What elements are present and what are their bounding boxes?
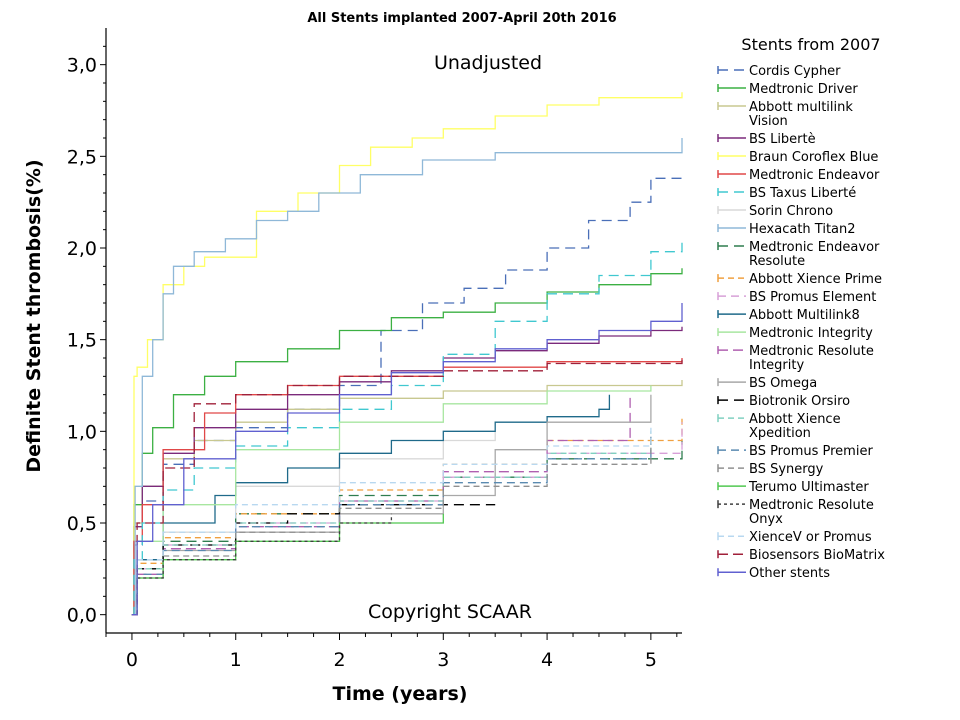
y-tick-label: 2,5 [67,146,97,168]
series-line-21 [131,513,393,616]
legend-label-17: Abbott Xience Xpedition [749,412,841,441]
annotation-unadjusted: Unadjusted [434,52,542,74]
legend-label-21: Medtronic Resolute Onyx [749,498,874,527]
legend-label-7: Sorin Chrono [749,204,833,219]
legend-label-3: BS Libertè [749,132,816,147]
legend-label-16: Biotronik Orsiro [749,394,850,409]
series-line-20 [131,513,444,616]
x-tick-label: 3 [437,649,449,671]
y-tick-label: 1,5 [67,330,97,352]
series-line-9 [131,440,683,616]
axes: 0,0 0,5 1,0 1,5 2,0 2,5 3,0 0 1 2 3 4 5 [67,28,682,671]
legend-label-4: Braun Coroflex Blue [749,150,878,165]
legend-label-19: BS Synergy [749,462,824,477]
series-line-6 [131,238,683,616]
legend-title: Stents from 2007 [741,35,880,54]
y-tick-label: 0,0 [67,605,97,627]
legend-label-20: Terumo Ultimaster [748,480,869,495]
legend-label-23: Biosensors BioMatrix [749,548,885,563]
legend-label-14: Medtronic Resolute Integrity [749,344,874,373]
y-tick-label: 2,0 [67,238,97,260]
series-line-13 [131,385,652,616]
series-line-19 [131,435,652,616]
series-line-1 [131,268,683,616]
x-tick-label: 5 [645,649,657,671]
annotation-copyright: Copyright SCAAR [368,601,532,623]
series-line-22 [131,427,652,616]
chart-title: All Stents implanted 2007-April 20th 201… [307,11,616,26]
legend-label-22: XienceV or Promus [749,530,872,545]
series-line-5 [131,358,683,616]
legend-label-13: Medtronic Integrity [749,326,873,341]
legend-label-9: Medtronic Endeavor Resolute [749,240,880,269]
legend-label-1: Medtronic Driver [749,82,858,97]
x-tick-label: 4 [541,649,553,671]
series-line-23 [131,358,683,616]
legend-label-12: Abbott Multilink8 [749,308,860,323]
series-line-18 [131,435,652,616]
series-line-0 [131,177,682,616]
x-tick-label: 1 [230,649,242,671]
y-tick-label: 0,5 [67,513,97,535]
legend-label-15: BS Omega [749,376,817,391]
y-tick-label: 1,0 [67,421,97,443]
legend-label-2: Abbott multilink Vision [749,100,853,129]
legend-label-5: Medtronic Endeavor [749,168,880,183]
y-tick-label: 3,0 [67,55,97,77]
series-line-24 [131,303,683,616]
y-axis-label: Definite Stent thrombosis(%) [23,159,45,472]
x-tick-label: 0 [126,649,138,671]
legend: Cordis Cypher Medtronic Driver Abbott mult… [717,64,885,581]
legend-label-6: BS Taxus Liberté [749,186,856,201]
plot-lines [131,92,683,616]
legend-label-10: Abbott Xience Prime [749,272,882,287]
legend-label-0: Cordis Cypher [749,64,841,79]
legend-label-8: Hexacath Titan2 [749,222,856,237]
series-line-4 [131,92,683,616]
series-line-8 [131,138,683,616]
legend-label-24: Other stents [749,566,830,581]
x-tick-label: 2 [333,649,345,671]
legend-label-11: BS Promus Element [749,290,876,305]
x-axis-label: Time (years) [333,683,468,705]
legend-label-18: BS Promus Premier [749,444,873,459]
series-line-3 [131,326,683,616]
